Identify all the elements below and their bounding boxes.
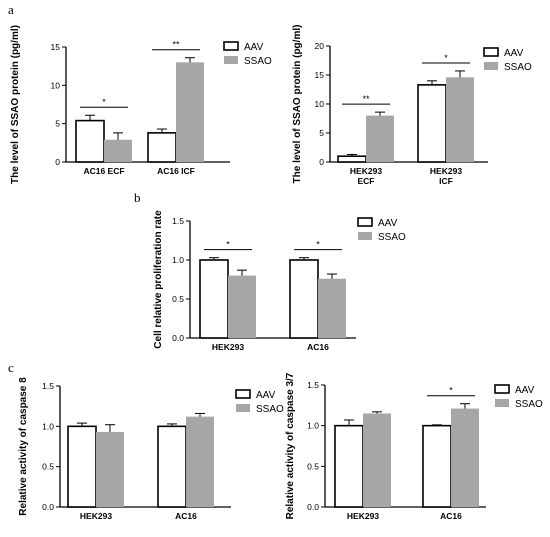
bar-ssao [176,62,204,163]
significance-label: * [444,53,448,63]
legend-swatch-ssao [236,404,250,412]
bar-aav [334,424,364,508]
y-tick-label: 5 [55,119,60,129]
y-tick-label: 1.5 [42,381,54,391]
legend-swatch-ssao [358,232,372,240]
legend-swatch-aav [494,384,510,394]
bar-ssao [228,275,256,338]
significance-label: ** [172,40,180,50]
bar-aav [289,259,319,339]
x-tick-label: AC16 ICF [157,166,195,176]
bar-aav [422,424,452,508]
y-tick-label: 0.0 [42,502,54,512]
y-tick-label: 0 [319,157,324,167]
bar-aav [337,155,367,163]
legend-swatch-ssao [484,62,498,70]
y-tick-label: 5 [319,128,324,138]
x-tick-label: HEK293 [350,166,382,176]
legend-label-ssao: SSAO [515,399,543,410]
legend-label-aav: AAV [244,42,264,53]
y-axis-label: Relative activity of caspase 8 [18,377,29,516]
y-tick-label: 1.0 [172,255,184,265]
chart-3: Cell relative proliferation rate 0.0 0.5 1.… [153,210,406,352]
x-tick-label: HEK293 [347,511,379,521]
x-tick-label: AC16 [440,511,462,521]
bar-ssao [96,431,124,507]
significance-label: * [316,240,320,250]
significance-label: * [226,240,230,250]
y-axis-label: The level of SSAO protein (pg/ml) [292,25,303,184]
bar-ssao [186,416,214,507]
bar-aav [75,119,105,163]
legend-swatch-aav [223,41,239,51]
y-tick-label: 0.5 [172,294,184,304]
bar-aav [199,259,229,339]
bar-aav [67,425,97,508]
y-tick-label: 15 [51,42,61,52]
legend-label-ssao: SSAO [378,232,406,243]
legend-label-aav: AAV [504,48,524,59]
bar-aav [157,425,187,508]
chart-4: Relative activity of caspase 8 0.0 0.5 1.0 1… [18,377,284,521]
legend-label-aav: AAV [378,218,398,229]
panel-letter-c: c [8,360,14,375]
y-tick-label: 1.0 [307,421,319,431]
x-tick-label: HEK293 [80,511,112,521]
panel-letter-b: b [134,190,141,205]
bar-ssao [451,408,479,507]
x-tick-label: AC16 [175,511,197,521]
x-tick-label: ICF [439,176,453,186]
bar-aav [417,84,447,163]
y-tick-label: 1.5 [172,216,184,226]
x-tick-label: AC16 ECF [83,166,124,176]
x-tick-label: ECF [358,176,375,186]
y-tick-label: 0.0 [172,333,184,343]
y-axis-label: Cell relative proliferation rate [153,210,164,349]
significance-label: * [102,97,106,107]
legend-label-aav: AAV [256,390,276,401]
legend-label-ssao: SSAO [244,56,272,67]
y-tick-label: 20 [315,41,325,51]
x-tick-label: HEK293 [430,166,462,176]
chart-5: Relative activity of caspase 3/7 0.0 0.5 1.… [285,372,543,521]
significance-label: ** [362,94,370,104]
chart-2: The level of SSAO protein (pg/ml) 0 5 10 15 2… [292,25,532,186]
legend-label-ssao: SSAO [504,62,532,73]
y-tick-label: 1.0 [42,421,54,431]
bar-ssao [446,77,474,162]
y-tick-label: 0.5 [42,462,54,472]
bar-aav [147,132,177,163]
y-axis-label: The level of SSAO protein (pg/ml) [10,25,21,184]
legend-label-ssao: SSAO [256,404,284,415]
legend-swatch-aav [483,47,499,57]
chart-1: The level of SSAO protein (pg/ml) 0 5 10 15 A… [10,25,272,184]
bar-ssao [363,413,391,507]
y-tick-label: 10 [315,99,325,109]
legend-swatch-aav [357,217,373,227]
y-tick-label: 10 [51,80,61,90]
y-tick-label: 15 [315,70,325,80]
y-tick-label: 1.5 [307,380,319,390]
bar-ssao [366,115,394,162]
legend-label-aav: AAV [515,385,535,396]
legend-swatch-ssao [224,56,238,64]
x-tick-label: HEK293 [212,342,244,352]
bar-ssao [104,139,132,162]
legend-swatch-ssao [495,399,509,407]
legend-swatch-aav [235,389,251,399]
y-tick-label: 0 [55,157,60,167]
y-tick-label: 0.0 [307,502,319,512]
charts: The level of SSAO protein (pg/ml) 0 5 10 15 A… [10,25,543,521]
y-axis-label: Relative activity of caspase 3/7 [285,372,296,519]
significance-label: * [449,386,453,396]
bar-ssao [318,278,346,338]
y-tick-label: 0.5 [307,461,319,471]
x-tick-label: AC16 [307,342,329,352]
panel-letter-a: a [8,2,14,17]
